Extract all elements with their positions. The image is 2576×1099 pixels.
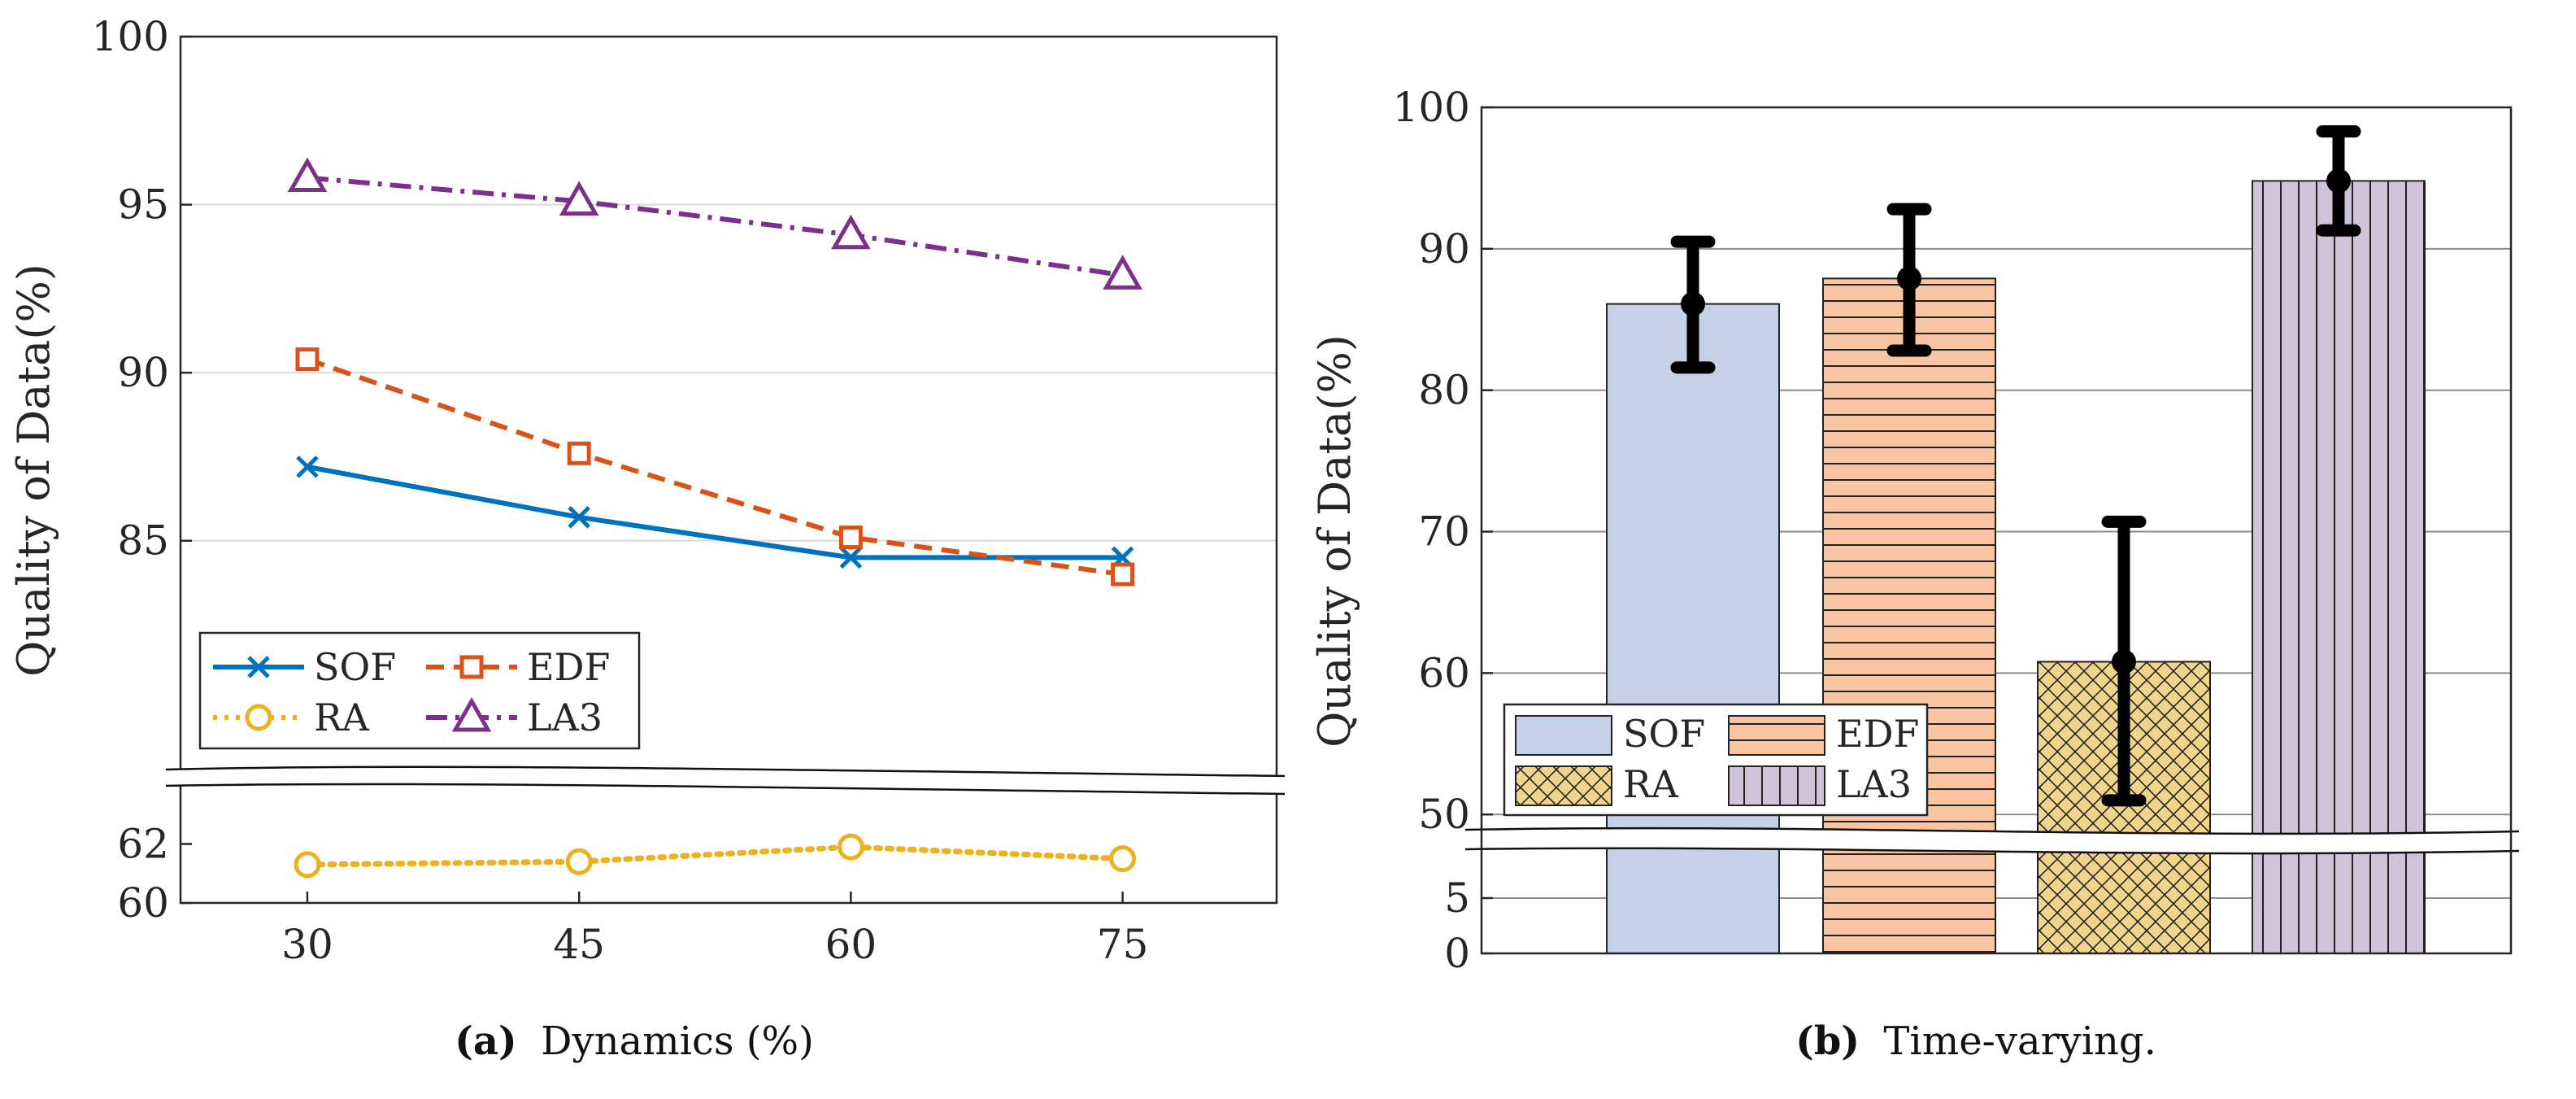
a-point-RA-45 [565, 848, 593, 875]
a-legend-marker-RA [245, 704, 272, 731]
b-caption-text: Time-varying. [1883, 1018, 2156, 1064]
a-point-EDF-60 [838, 526, 863, 550]
a-axis-break-line-top [165, 765, 1286, 778]
b-ytick-label-0: 0 [1444, 930, 1470, 977]
b-mean-dot-EDF [1897, 266, 1921, 291]
a-caption: (a) Dynamics (%) [455, 1018, 814, 1064]
a-legend-marker-SOF [247, 656, 270, 678]
a-tick-labels: 85 90 95 100 60 62 30 45 60 75 [92, 13, 1149, 968]
a-legend-label-EDF: EDF [527, 645, 610, 689]
a-ytick-label-95: 95 [117, 181, 169, 229]
a-point-EDF-45 [567, 441, 591, 465]
a-axes [165, 35, 1286, 905]
a-axis-break-band [166, 766, 1285, 794]
b-legend-label-EDF: EDF [1836, 712, 1919, 756]
a-ytick-label-90: 90 [117, 349, 169, 396]
a-legend-marker-SOF-stroke2 [247, 656, 270, 678]
a-point-SOF-30-stroke2 [296, 456, 319, 478]
b-legend-swatch-RA [1515, 765, 1612, 806]
b-bar-LA3 [2252, 180, 2426, 954]
a-point-SOF-60-stroke2 [839, 546, 863, 569]
b-legend-label-RA: RA [1623, 762, 1679, 806]
a-point-LA3-75 [1103, 255, 1142, 290]
a-point-LA3-30 [287, 157, 328, 193]
a-point-EDF-75 [1111, 562, 1135, 587]
b-legend: SOF EDF RA LA3 [1503, 703, 1929, 817]
b-mean-dot-LA3 [2326, 168, 2351, 194]
a-ytick-label-60: 60 [117, 879, 169, 927]
b-plot-frame [1480, 106, 2513, 955]
b-ytick-label-50: 50 [1418, 791, 1470, 838]
a-y-axis-label: Quality of Data(%) [8, 264, 59, 677]
a-plot-frame [179, 35, 1278, 905]
a-legend: SOF EDF RA LA3 [198, 631, 641, 750]
a-caption-text: Dynamics (%) [541, 1018, 814, 1064]
a-point-EDF-30 [295, 347, 320, 372]
a-point-RA-60 [837, 833, 864, 861]
a-legend-label-SOF: SOF [314, 645, 396, 689]
a-xtick-label-75: 75 [1097, 921, 1149, 968]
a-point-SOF-45 [568, 506, 590, 529]
b-mean-dot-SOF [1681, 291, 1705, 316]
a-point-SOF-45-stroke2 [568, 506, 590, 529]
b-legend-swatch-EDF [1728, 715, 1825, 756]
a-caption-letter: (a) [455, 1018, 517, 1064]
b-ytick-label-5: 5 [1444, 874, 1470, 922]
a-point-LA3-60 [831, 214, 871, 250]
a-ytick-label-85: 85 [117, 517, 169, 565]
b-ytick-label-90: 90 [1418, 225, 1470, 273]
b-axis-break-line-top [1464, 826, 2520, 835]
b-y-axis-label: Quality of Data(%) [1309, 334, 1360, 748]
a-series-line-LA3 [307, 175, 1124, 278]
a-xtick-label-45: 45 [553, 921, 605, 968]
b-axes [1464, 106, 2520, 955]
b-ytick-label-70: 70 [1418, 508, 1470, 556]
a-ytick-label-100: 100 [92, 13, 169, 60]
a-series-layer [287, 157, 1142, 879]
a-point-RA-75 [1109, 845, 1137, 873]
panel-b-bar-chart: 50 60 70 80 90 100 0 5 Quality of Data(%) SOF ED… [1309, 84, 2520, 1064]
b-legend-swatch-LA3 [1728, 765, 1825, 806]
b-axis-break-line-bottom [1464, 847, 2520, 855]
b-bar-SOF [1606, 303, 1780, 954]
b-tick-labels: 50 60 70 80 90 100 0 5 [1393, 84, 1493, 977]
b-mean-dot-RA [2112, 649, 2136, 674]
a-point-RA-30 [294, 851, 321, 879]
a-legend-box [198, 631, 641, 750]
b-caption: (b) Time-varying. [1795, 1018, 2156, 1064]
a-point-SOF-60 [839, 546, 863, 569]
b-ytick-label-80: 80 [1418, 367, 1470, 414]
a-point-LA3-45 [559, 181, 599, 216]
a-axis-break-line-bottom [165, 783, 1286, 796]
panel-a-line-chart: 85 90 95 100 60 62 30 45 60 75 Quality of Data(%)… [8, 13, 1286, 1064]
b-ytick-label-60: 60 [1418, 649, 1470, 696]
a-legend-label-LA3: LA3 [527, 696, 603, 739]
a-legend-label-RA: RA [314, 696, 370, 739]
b-ytick-label-100: 100 [1393, 84, 1470, 131]
a-xtick-label-60: 60 [825, 921, 877, 968]
a-ytick-label-62: 62 [117, 821, 169, 868]
a-xtick-label-30: 30 [281, 921, 333, 968]
b-legend-label-SOF: SOF [1623, 712, 1705, 756]
b-caption-letter: (b) [1795, 1018, 1860, 1064]
a-series-line-EDF [306, 356, 1124, 578]
b-legend-label-LA3: LA3 [1836, 762, 1912, 806]
a-legend-marker-EDF [459, 655, 484, 679]
a-series-line-SOF [307, 464, 1123, 560]
a-point-SOF-30 [296, 456, 319, 478]
b-legend-swatch-SOF [1515, 715, 1612, 756]
a-series-line-RA [304, 844, 1126, 868]
a-legend-marker-LA3 [451, 696, 492, 732]
